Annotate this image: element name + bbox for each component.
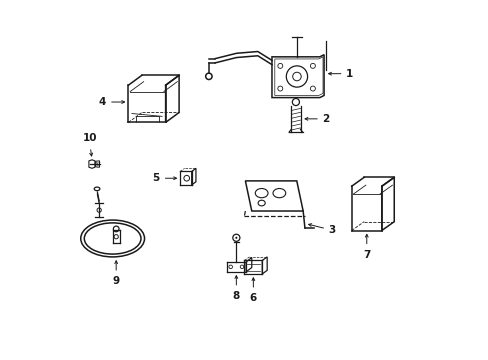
Text: 8: 8 bbox=[232, 291, 240, 301]
Text: 1: 1 bbox=[346, 69, 352, 79]
Text: 5: 5 bbox=[152, 173, 160, 183]
Circle shape bbox=[235, 237, 237, 239]
Text: 10: 10 bbox=[82, 134, 97, 144]
Text: 6: 6 bbox=[249, 293, 257, 303]
Text: 4: 4 bbox=[99, 97, 106, 107]
Text: 2: 2 bbox=[322, 114, 329, 124]
Text: 7: 7 bbox=[363, 250, 370, 260]
Text: 9: 9 bbox=[112, 276, 120, 287]
Text: 3: 3 bbox=[327, 225, 335, 235]
